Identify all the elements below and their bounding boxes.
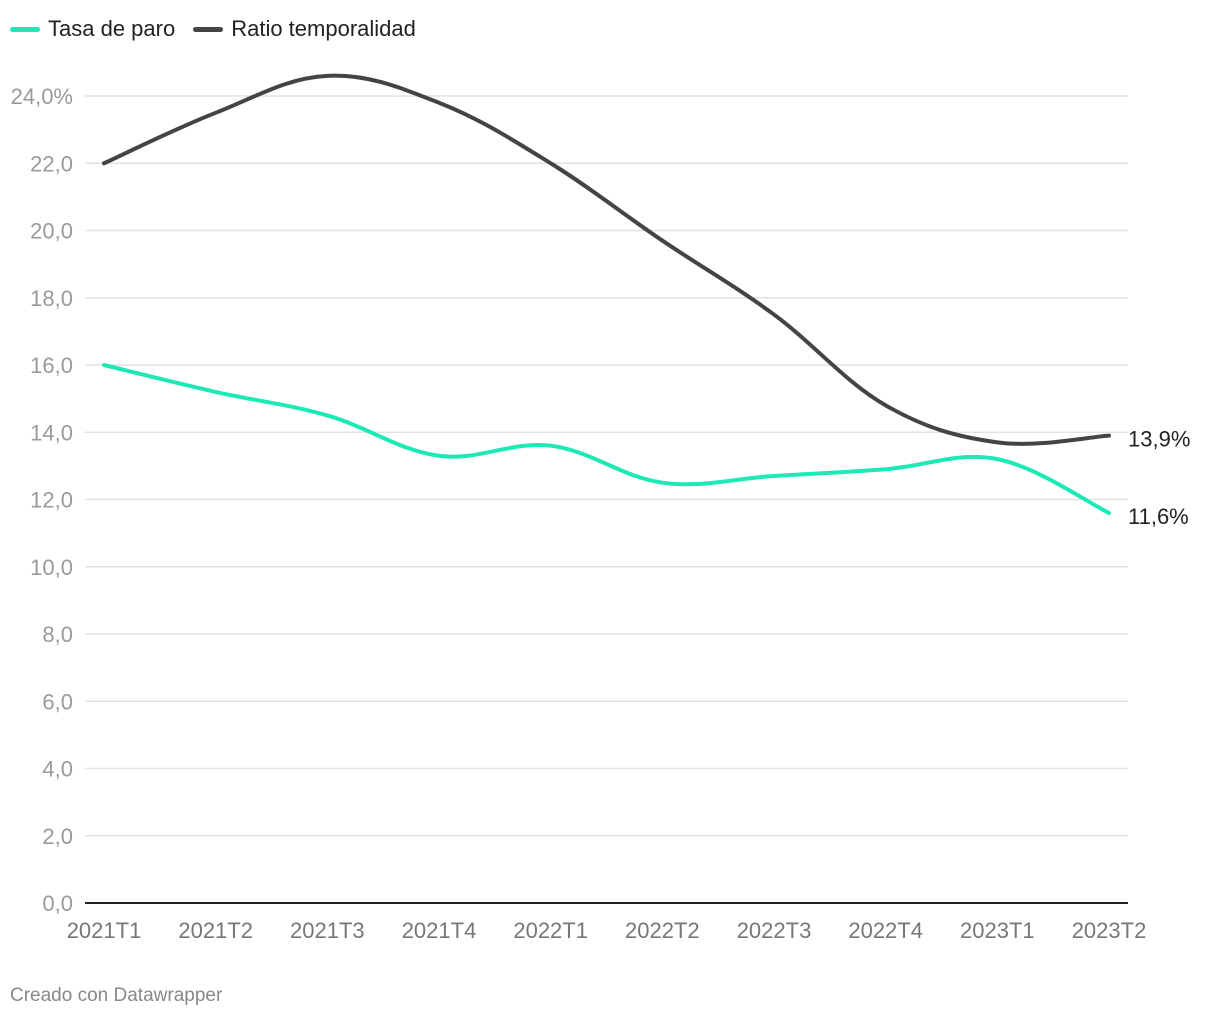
series-line [102, 73, 1111, 446]
y-tick-label: 6,0 [42, 689, 73, 714]
credit-text: Creado con Datawrapper [10, 985, 223, 1006]
legend-label: Ratio temporalidad [231, 16, 416, 41]
legend-swatch [10, 26, 40, 32]
x-tick-label: 2021T4 [402, 918, 477, 943]
legend-item: Ratio temporalidad [193, 16, 416, 42]
x-tick-label: 2022T1 [513, 918, 588, 943]
x-tick-label: 2022T4 [848, 918, 923, 943]
x-tick-label: 2022T2 [625, 918, 700, 943]
y-tick-label: 4,0 [42, 757, 73, 782]
chart-legend: Tasa de paro Ratio temporalidad [10, 16, 416, 42]
y-tick-label: 2,0 [42, 824, 73, 849]
y-tick-label: 24,0% [11, 84, 73, 109]
x-tick-label: 2021T2 [178, 918, 253, 943]
x-tick-label: 2023T1 [960, 918, 1035, 943]
y-tick-label: 16,0 [30, 353, 73, 378]
y-tick-label: 12,0 [30, 488, 73, 513]
legend-label: Tasa de paro [48, 16, 176, 41]
y-tick-label: 10,0 [30, 555, 73, 580]
y-tick-label: 20,0 [30, 219, 73, 244]
series-end-label: 13,9% [1128, 427, 1190, 452]
y-tick-label: 8,0 [42, 622, 73, 647]
line-chart: 0,0 2,0 4,0 6,0 8,0 10,0 12,0 14,0 16,0 18,0 20,0 2… [11, 73, 1190, 943]
y-tick-label: 22,0 [30, 151, 73, 176]
series-end-label: 11,6% [1128, 504, 1189, 529]
legend-swatch [193, 26, 224, 32]
y-tick-label: 14,0 [30, 420, 73, 445]
legend-item: Tasa de paro [10, 16, 175, 42]
x-tick-label: 2021T3 [290, 918, 365, 943]
y-tick-label: 18,0 [30, 286, 73, 311]
x-tick-label: 2021T1 [67, 918, 142, 943]
series-line [102, 363, 1111, 515]
x-tick-label: 2023T2 [1072, 918, 1147, 943]
x-tick-label: 2022T3 [737, 918, 812, 943]
y-tick-label: 0,0 [42, 891, 73, 916]
